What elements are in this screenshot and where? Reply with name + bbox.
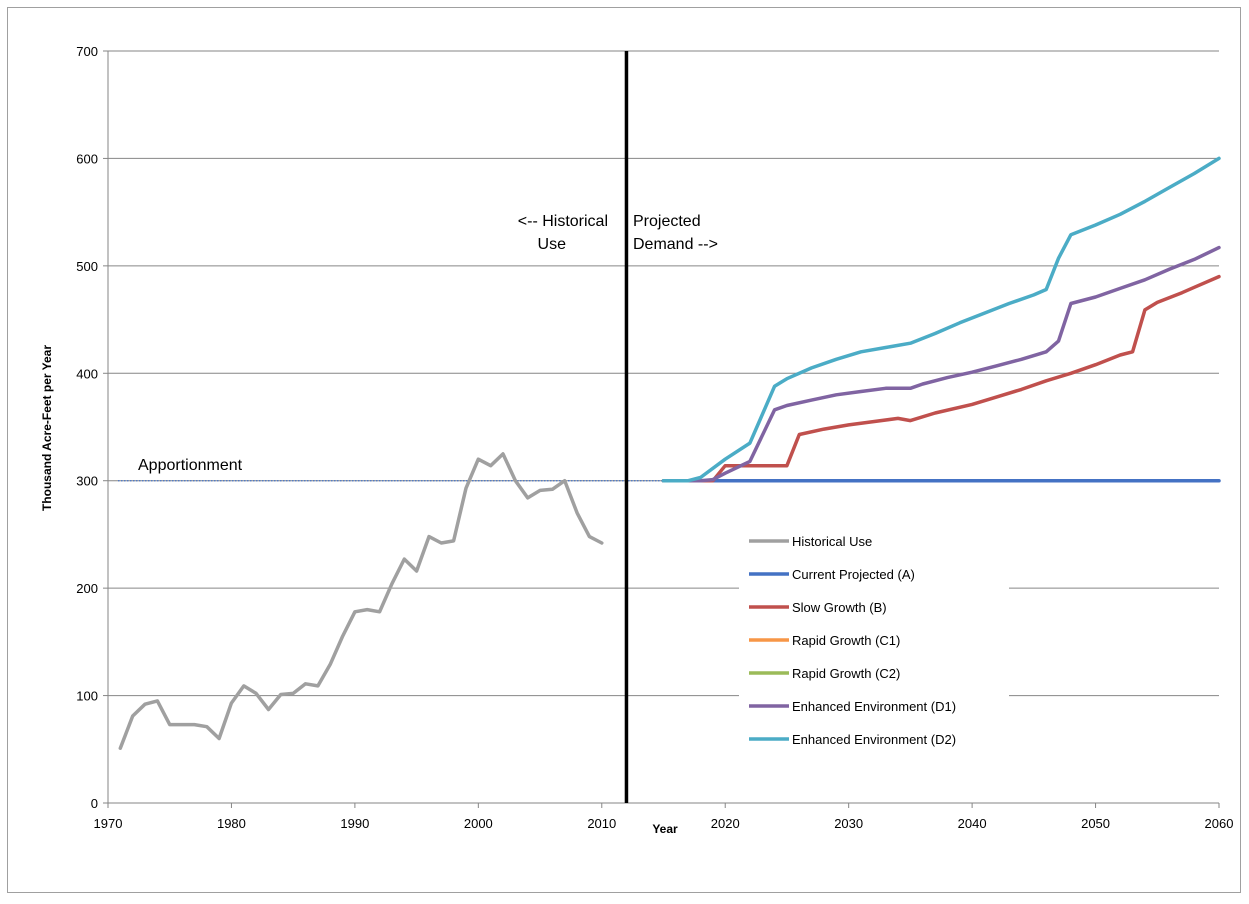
- legend: Historical Use Current Projected (A) Slow …: [739, 526, 1009, 754]
- chart-frame: 0 100 200 300 400 500 600 700 1970 1980 1990 2000 20…: [7, 7, 1241, 893]
- x-tick-label-2050: 2050: [1081, 816, 1110, 831]
- x-tick-label-1980: 1980: [217, 816, 246, 831]
- series-line-6: [661, 245, 1221, 483]
- legend-label-5: Rapid Growth (C2): [792, 666, 900, 681]
- annotations: Apportionment <-- Historical Use Project…: [40, 213, 718, 836]
- y-tick-label-0: 0: [91, 796, 98, 811]
- x-tick-label-2010: 2010: [587, 816, 616, 831]
- series-line-3: [661, 274, 1221, 483]
- series-line-7: [661, 156, 1221, 483]
- y-tick-label-500: 500: [76, 259, 98, 274]
- series-lines: [118, 156, 1221, 750]
- apportionment-label: Apportionment: [138, 457, 243, 474]
- y-tick-label-200: 200: [76, 581, 98, 596]
- x-axis-title: Year: [652, 822, 678, 836]
- x-tick-label-2040: 2040: [958, 816, 987, 831]
- chart-canvas: 0 100 200 300 400 500 600 700 1970 1980 1990 2000 20…: [40, 44, 1233, 836]
- y-tick-label-400: 400: [76, 366, 98, 381]
- y-tick-label-300: 300: [76, 474, 98, 489]
- y-tick-label-600: 600: [76, 151, 98, 166]
- y-tick-label-100: 100: [76, 689, 98, 704]
- x-tick-label-1970: 1970: [94, 816, 123, 831]
- historical-label-line1: <-- Historical: [518, 213, 608, 230]
- y-axis-title: Thousand Acre-Feet per Year: [40, 345, 54, 511]
- legend-label-7: Enhanced Environment (D2): [792, 732, 956, 747]
- x-tick-label-2000: 2000: [464, 816, 493, 831]
- x-tick-label-1990: 1990: [340, 816, 369, 831]
- axes: 0 100 200 300 400 500 600 700 1970 1980 1990 2000 20…: [76, 44, 1233, 831]
- projected-label-line1: Projected: [633, 213, 701, 230]
- historical-label-line2: Use: [538, 236, 567, 253]
- reference-lines: [118, 51, 1219, 803]
- x-tick-label-2060: 2060: [1205, 816, 1234, 831]
- legend-label-3: Slow Growth (B): [792, 600, 887, 615]
- series-line-1: [118, 452, 604, 750]
- y-tick-label-700: 700: [76, 44, 98, 59]
- legend-label-4: Rapid Growth (C1): [792, 633, 900, 648]
- legend-label-2: Current Projected (A): [792, 567, 915, 582]
- legend-label-1: Historical Use: [792, 534, 872, 549]
- x-tick-label-2030: 2030: [834, 816, 863, 831]
- gridlines: [108, 50, 1219, 697]
- projected-label-line2: Demand -->: [633, 236, 718, 253]
- x-tick-label-2020: 2020: [711, 816, 740, 831]
- legend-label-6: Enhanced Environment (D1): [792, 699, 956, 714]
